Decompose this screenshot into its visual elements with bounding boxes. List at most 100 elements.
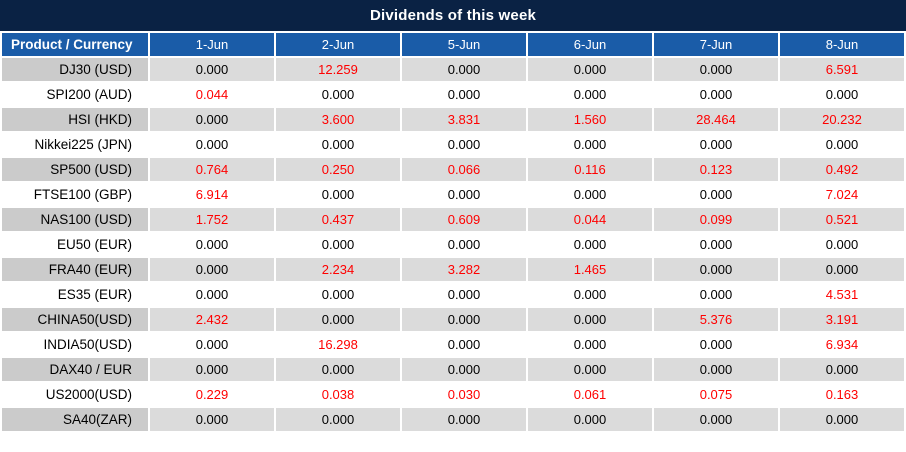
dividend-value-cell: 0.000 bbox=[276, 233, 400, 256]
table-row: SA40(ZAR) 0.000 0.000 0.000 0.000 0.000 0.000 bbox=[2, 408, 904, 431]
dividend-value-cell: 0.000 bbox=[780, 408, 904, 431]
dividend-value-cell: 0.000 bbox=[654, 58, 778, 81]
table-row: ES35 (EUR) 0.000 0.000 0.000 0.000 0.000 4.531 bbox=[2, 283, 904, 306]
date-column-header: 7-Jun bbox=[654, 33, 778, 56]
product-name-cell: DAX40 / EUR bbox=[2, 358, 148, 381]
dividend-value-cell: 0.000 bbox=[276, 308, 400, 331]
dividend-value-cell: 4.531 bbox=[780, 283, 904, 306]
dividend-value-cell: 0.000 bbox=[528, 408, 652, 431]
product-currency-header: Product / Currency bbox=[2, 33, 148, 56]
dividend-value-cell: 0.000 bbox=[150, 333, 274, 356]
dividend-value-cell: 1.752 bbox=[150, 208, 274, 231]
table-row: FTSE100 (GBP) 6.914 0.000 0.000 0.000 0.000 7.… bbox=[2, 183, 904, 206]
table-row: SP500 (USD) 0.764 0.250 0.066 0.116 0.123 0.49… bbox=[2, 158, 904, 181]
product-name-cell: DJ30 (USD) bbox=[2, 58, 148, 81]
dividend-value-cell: 0.123 bbox=[654, 158, 778, 181]
dividends-table: Product / Currency 1-Jun 2-Jun 5-Jun 6-Jun 7-… bbox=[0, 31, 906, 433]
dividend-value-cell: 6.914 bbox=[150, 183, 274, 206]
dividend-value-cell: 2.432 bbox=[150, 308, 274, 331]
table-row: EU50 (EUR) 0.000 0.000 0.000 0.000 0.000 0.000 bbox=[2, 233, 904, 256]
dividend-value-cell: 0.609 bbox=[402, 208, 526, 231]
dividend-value-cell: 0.000 bbox=[276, 408, 400, 431]
dividend-value-cell: 3.831 bbox=[402, 108, 526, 131]
product-name-cell: US2000(USD) bbox=[2, 383, 148, 406]
table-row: SPI200 (AUD) 0.044 0.000 0.000 0.000 0.000 0.0… bbox=[2, 83, 904, 106]
table-row: INDIA50(USD) 0.000 16.298 0.000 0.000 0.000 6.… bbox=[2, 333, 904, 356]
dividend-value-cell: 0.000 bbox=[150, 133, 274, 156]
dividend-value-cell: 0.000 bbox=[528, 183, 652, 206]
product-name-cell: Nikkei225 (JPN) bbox=[2, 133, 148, 156]
dividend-value-cell: 16.298 bbox=[276, 333, 400, 356]
dividend-value-cell: 0.000 bbox=[528, 233, 652, 256]
dividend-value-cell: 0.000 bbox=[276, 133, 400, 156]
table-header-row: Product / Currency 1-Jun 2-Jun 5-Jun 6-Jun 7-… bbox=[2, 33, 904, 56]
dividend-value-cell: 0.000 bbox=[654, 233, 778, 256]
dividend-value-cell: 0.000 bbox=[528, 308, 652, 331]
dividend-value-cell: 0.000 bbox=[276, 183, 400, 206]
dividend-value-cell: 0.099 bbox=[654, 208, 778, 231]
dividend-value-cell: 0.000 bbox=[654, 183, 778, 206]
dividend-value-cell: 12.259 bbox=[276, 58, 400, 81]
dividend-value-cell: 0.000 bbox=[654, 83, 778, 106]
dividend-value-cell: 0.116 bbox=[528, 158, 652, 181]
product-name-cell: CHINA50(USD) bbox=[2, 308, 148, 331]
dividend-value-cell: 0.000 bbox=[402, 83, 526, 106]
dividend-value-cell: 0.000 bbox=[402, 333, 526, 356]
product-name-cell: NAS100 (USD) bbox=[2, 208, 148, 231]
dividend-value-cell: 0.000 bbox=[150, 258, 274, 281]
dividend-value-cell: 0.000 bbox=[150, 283, 274, 306]
table-row: DAX40 / EUR 0.000 0.000 0.000 0.000 0.000 0.00… bbox=[2, 358, 904, 381]
table-body: DJ30 (USD) 0.000 12.259 0.000 0.000 0.000 6.59… bbox=[2, 58, 904, 431]
product-name-cell: FTSE100 (GBP) bbox=[2, 183, 148, 206]
dividend-value-cell: 0.000 bbox=[150, 358, 274, 381]
dividend-value-cell: 0.000 bbox=[654, 283, 778, 306]
dividend-value-cell: 5.376 bbox=[654, 308, 778, 331]
dividend-value-cell: 0.000 bbox=[402, 358, 526, 381]
dividend-value-cell: 0.000 bbox=[528, 333, 652, 356]
dividend-value-cell: 0.000 bbox=[402, 183, 526, 206]
dividend-value-cell: 6.591 bbox=[780, 58, 904, 81]
product-name-cell: HSI (HKD) bbox=[2, 108, 148, 131]
dividend-value-cell: 0.000 bbox=[528, 83, 652, 106]
dividend-value-cell: 0.000 bbox=[528, 358, 652, 381]
product-name-cell: SP500 (USD) bbox=[2, 158, 148, 181]
dividend-value-cell: 0.437 bbox=[276, 208, 400, 231]
dividend-value-cell: 0.000 bbox=[402, 133, 526, 156]
dividend-value-cell: 0.000 bbox=[276, 358, 400, 381]
dividend-value-cell: 0.044 bbox=[528, 208, 652, 231]
dividend-value-cell: 0.000 bbox=[276, 83, 400, 106]
date-column-header: 8-Jun bbox=[780, 33, 904, 56]
date-column-header: 5-Jun bbox=[402, 33, 526, 56]
dividend-value-cell: 0.000 bbox=[402, 408, 526, 431]
dividend-value-cell: 3.600 bbox=[276, 108, 400, 131]
dividend-value-cell: 0.764 bbox=[150, 158, 274, 181]
dividend-value-cell: 0.000 bbox=[528, 133, 652, 156]
dividend-value-cell: 0.000 bbox=[654, 258, 778, 281]
table-row: US2000(USD) 0.229 0.038 0.030 0.061 0.075 0.16… bbox=[2, 383, 904, 406]
dividend-value-cell: 1.465 bbox=[528, 258, 652, 281]
dividend-value-cell: 0.000 bbox=[402, 308, 526, 331]
table-row: NAS100 (USD) 1.752 0.437 0.609 0.044 0.099 0.5… bbox=[2, 208, 904, 231]
dividend-value-cell: 0.229 bbox=[150, 383, 274, 406]
dividend-value-cell: 0.521 bbox=[780, 208, 904, 231]
dividend-value-cell: 20.232 bbox=[780, 108, 904, 131]
table-row: Nikkei225 (JPN) 0.000 0.000 0.000 0.000 0.000… bbox=[2, 133, 904, 156]
date-column-header: 1-Jun bbox=[150, 33, 274, 56]
dividend-value-cell: 0.000 bbox=[150, 233, 274, 256]
dividend-value-cell: 0.000 bbox=[150, 408, 274, 431]
table-row: DJ30 (USD) 0.000 12.259 0.000 0.000 0.000 6.59… bbox=[2, 58, 904, 81]
dividend-value-cell: 0.250 bbox=[276, 158, 400, 181]
dividend-value-cell: 2.234 bbox=[276, 258, 400, 281]
product-name-cell: FRA40 (EUR) bbox=[2, 258, 148, 281]
dividend-value-cell: 0.000 bbox=[780, 258, 904, 281]
dividend-value-cell: 0.000 bbox=[780, 358, 904, 381]
dividend-value-cell: 0.000 bbox=[402, 233, 526, 256]
dividend-value-cell: 0.030 bbox=[402, 383, 526, 406]
dividend-value-cell: 0.066 bbox=[402, 158, 526, 181]
table-row: HSI (HKD) 0.000 3.600 3.831 1.560 28.464 20.23… bbox=[2, 108, 904, 131]
dividend-value-cell: 0.000 bbox=[528, 283, 652, 306]
dividend-value-cell: 0.000 bbox=[150, 58, 274, 81]
dividend-value-cell: 0.044 bbox=[150, 83, 274, 106]
widget-title: Dividends of this week bbox=[369, 7, 537, 24]
